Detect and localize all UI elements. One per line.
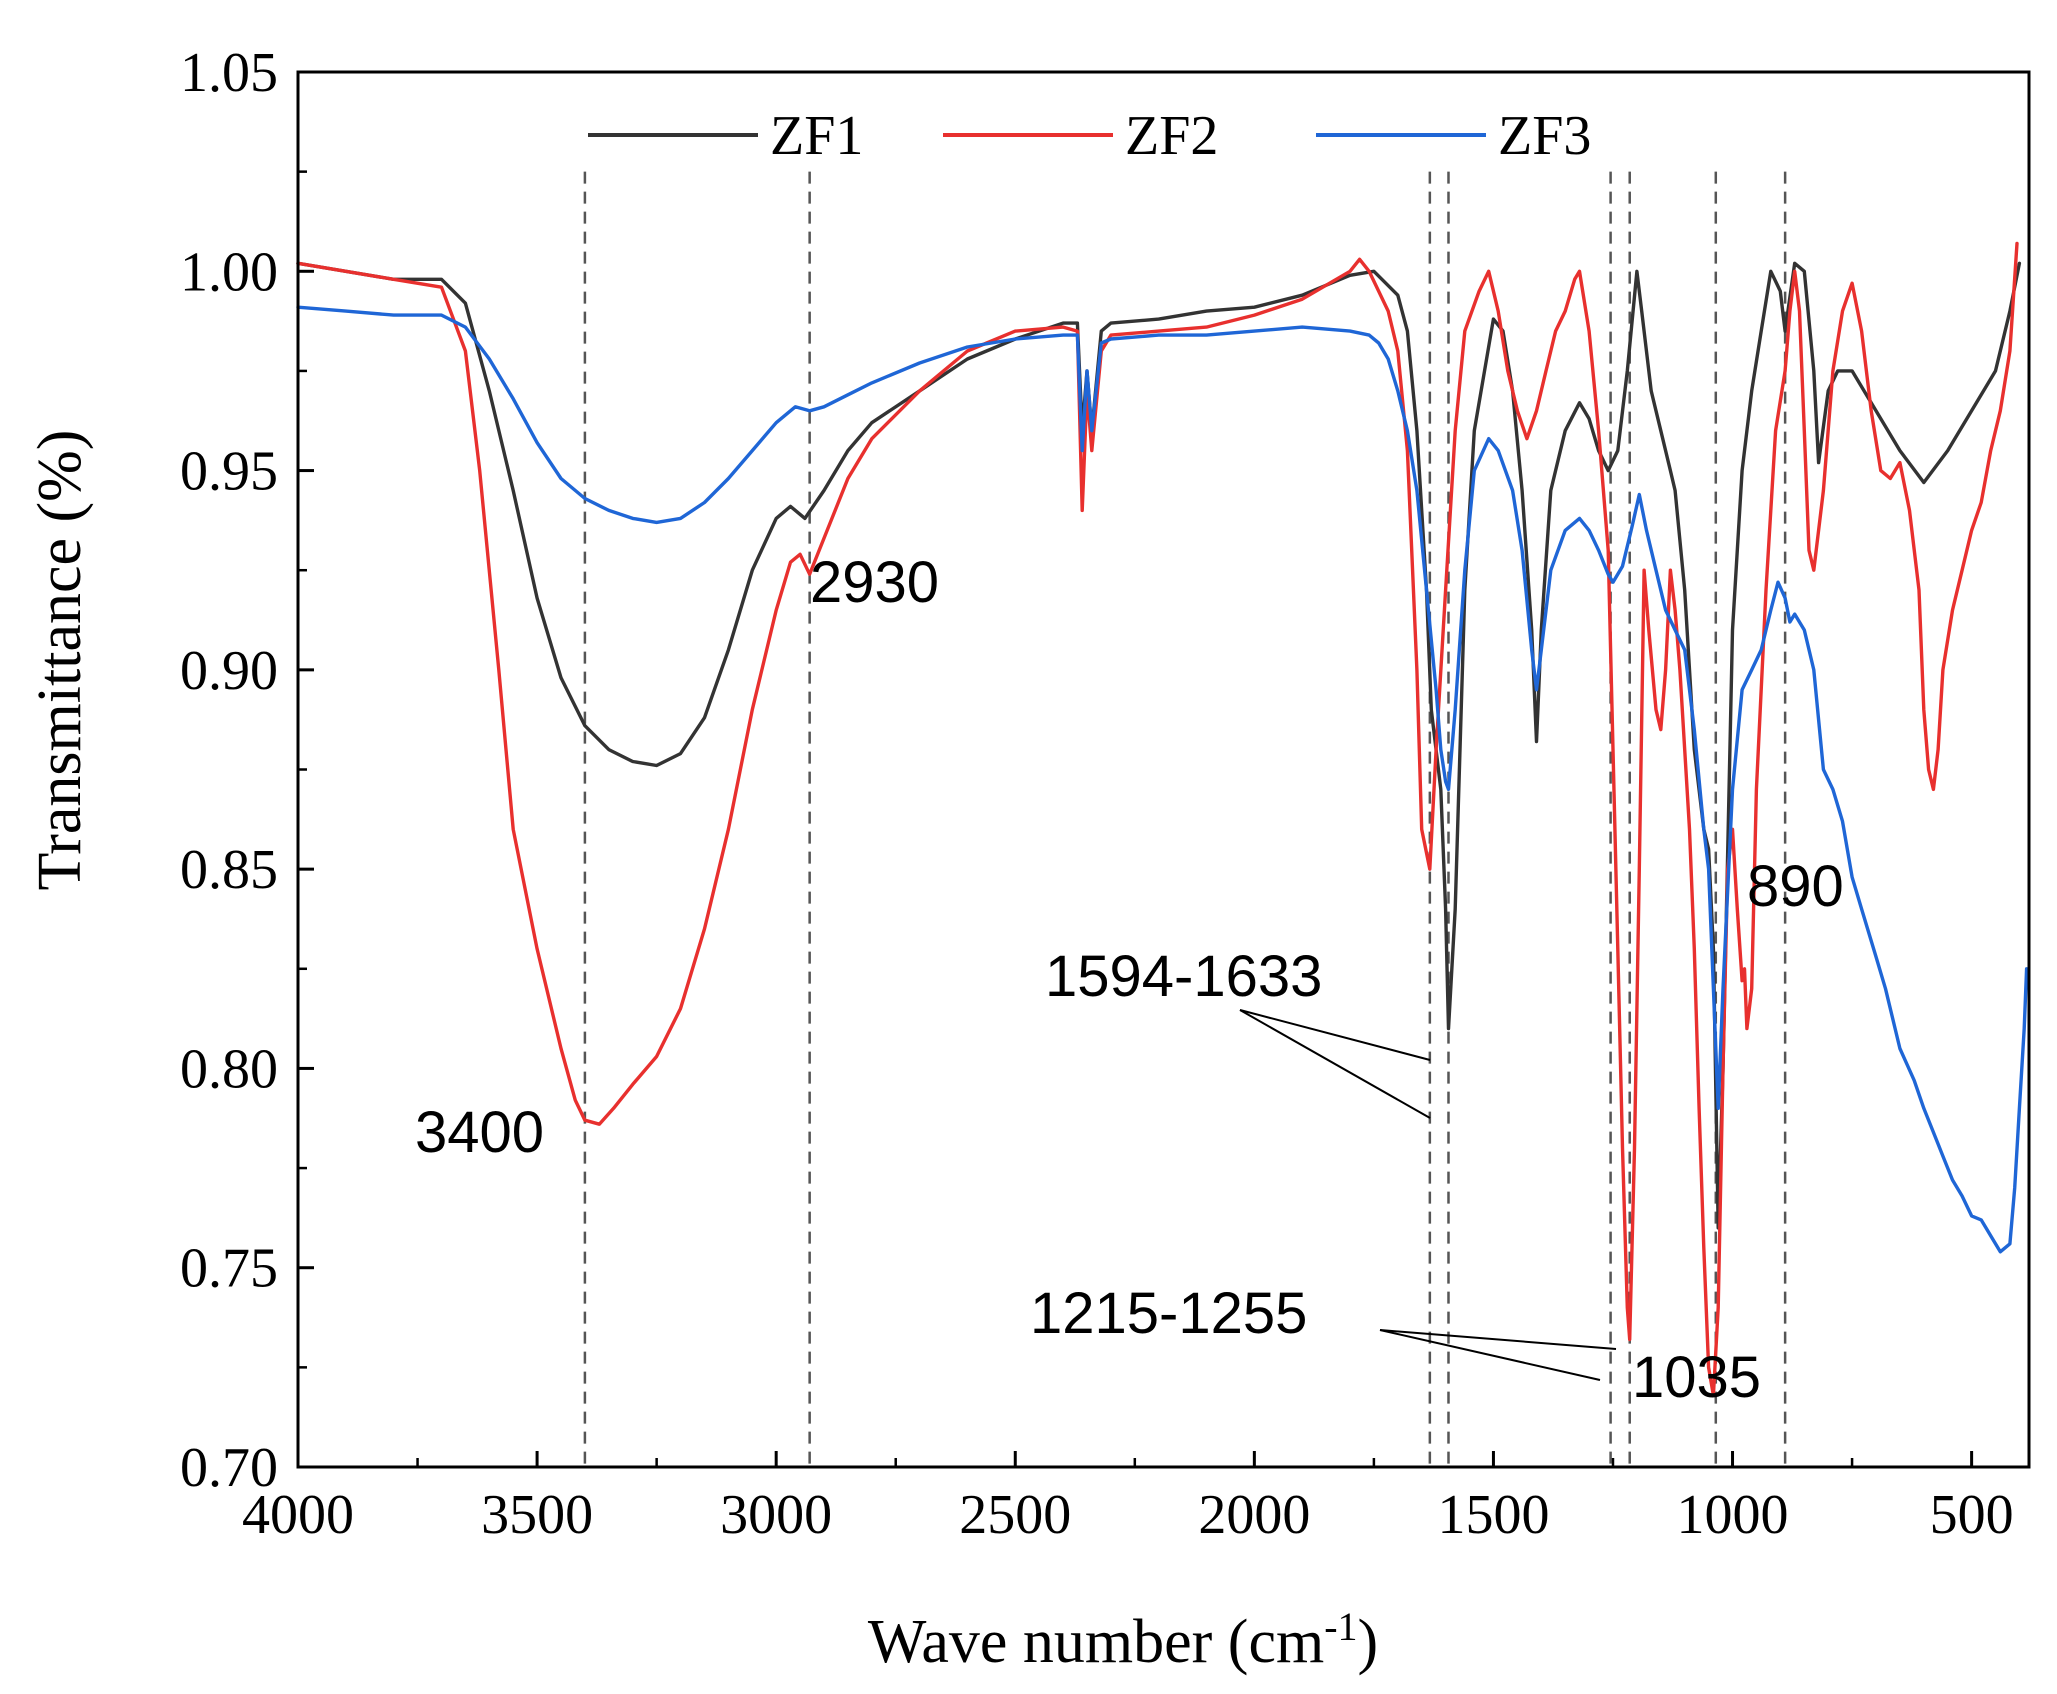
series-line-zf3 <box>296 305 2029 1254</box>
y-tick-label: 0.70 <box>180 1437 278 1499</box>
y-tick-label: 0.75 <box>180 1238 278 1300</box>
annotation-leader-3 <box>1379 1329 1601 1381</box>
x-axis-title: Wave number (cm-1) <box>868 1604 1378 1677</box>
legend-label-zf2: ZF2 <box>1125 105 1218 167</box>
annotation-leader-1 <box>1239 1009 1431 1119</box>
reference-lines <box>583 171 1787 1467</box>
ticks: 4000 3500 3000 2500 2000 1500 1000 500 0.70 0.75 0… <box>180 42 2014 1546</box>
x-tick-label: 4000 <box>242 1484 354 1546</box>
x-tick-label: 3500 <box>481 1484 593 1546</box>
annotation-1215-1255: 1215-1255 <box>1030 1281 1307 1346</box>
y-tick-label: 0.85 <box>180 839 278 901</box>
y-tick-label: 0.95 <box>180 441 278 503</box>
annotations: 3400 2930 1594-1633 1215-1255 1035 890 <box>415 550 1844 1410</box>
y-tick-label: 0.80 <box>180 1038 278 1100</box>
y-tick-label: 1.00 <box>180 241 278 303</box>
x-tick-label: 2500 <box>959 1484 1071 1546</box>
series-line-zf1 <box>296 261 2022 1230</box>
x-axis-title-main: Wave number (cm <box>868 1608 1324 1676</box>
x-tick-label: 1500 <box>1437 1484 1549 1546</box>
annotation-leader-2 <box>1379 1329 1617 1350</box>
legend-label-zf3: ZF3 <box>1498 105 1591 167</box>
annotation-1594-1633: 1594-1633 <box>1045 944 1322 1009</box>
annotation-3400: 3400 <box>415 1100 544 1165</box>
annotation-leader-0 <box>1239 1009 1431 1061</box>
legend: ZF1 ZF2 ZF3 <box>588 105 1591 167</box>
x-tick-label: 500 <box>1930 1484 2014 1546</box>
x-axis-title-sup: -1 <box>1324 1604 1357 1649</box>
series-line-zf2 <box>296 241 2019 1397</box>
legend-label-zf1: ZF1 <box>770 105 863 167</box>
annotation-1035: 1035 <box>1632 1345 1761 1410</box>
series-layer <box>296 241 2029 1397</box>
x-tick-label: 3000 <box>720 1484 832 1546</box>
annotation-2930: 2930 <box>810 550 939 615</box>
annotation-890: 890 <box>1747 854 1844 919</box>
x-axis-title-close: ) <box>1358 1608 1379 1676</box>
x-tick-label: 2000 <box>1198 1484 1310 1546</box>
y-tick-label: 1.05 <box>180 42 278 104</box>
y-axis-title: Transmittance (%) <box>26 430 94 891</box>
y-tick-label: 0.90 <box>180 640 278 702</box>
x-tick-label: 1000 <box>1677 1484 1789 1546</box>
